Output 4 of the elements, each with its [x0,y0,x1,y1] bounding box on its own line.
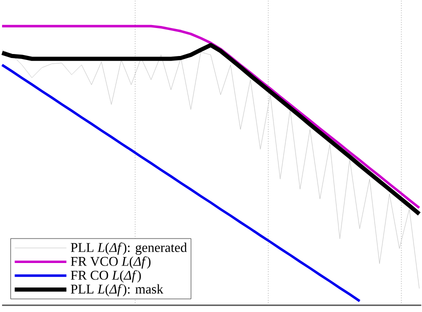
legend-label: PLL L(Δf): mask [70,284,164,296]
legend-label: FR VCO L(Δf) [70,256,150,269]
legend-label: PLL L(Δf): generated [70,242,187,255]
legend-label: FR CO L(Δf) [70,270,141,282]
